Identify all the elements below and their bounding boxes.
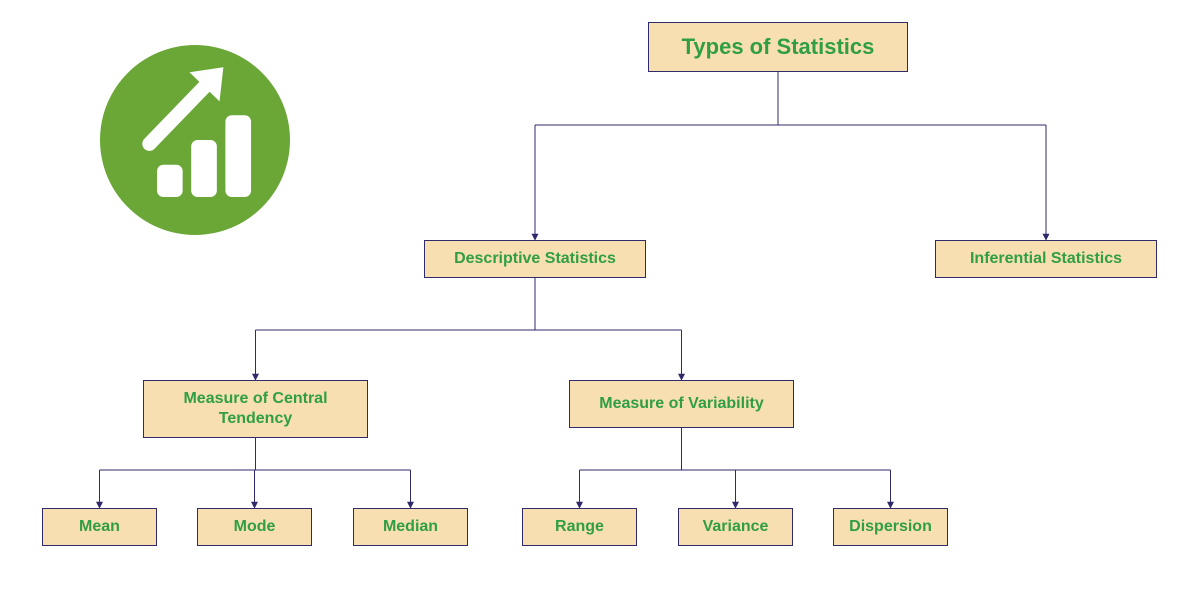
node-range: Range [522,508,637,546]
node-inferential-statistics: Inferential Statistics [935,240,1157,278]
node-mode: Mode [197,508,312,546]
stats-logo [100,45,290,240]
node-label: Measure of Variability [599,394,764,414]
node-measure-central-tendency: Measure of Central Tendency [143,380,368,438]
node-label: Mean [79,517,120,537]
node-label: Descriptive Statistics [454,249,616,269]
node-label: Measure of Central Tendency [152,389,359,429]
node-variance: Variance [678,508,793,546]
node-dispersion: Dispersion [833,508,948,546]
node-label: Variance [703,517,769,537]
node-descriptive-statistics: Descriptive Statistics [424,240,646,278]
node-label: Inferential Statistics [970,249,1122,269]
node-measure-variability: Measure of Variability [569,380,794,428]
node-label: Mode [234,517,276,537]
node-label: Median [383,517,438,537]
node-types-of-statistics: Types of Statistics [648,22,908,72]
node-label: Types of Statistics [682,33,875,61]
node-mean: Mean [42,508,157,546]
node-label: Dispersion [849,517,932,537]
node-label: Range [555,517,604,537]
node-median: Median [353,508,468,546]
